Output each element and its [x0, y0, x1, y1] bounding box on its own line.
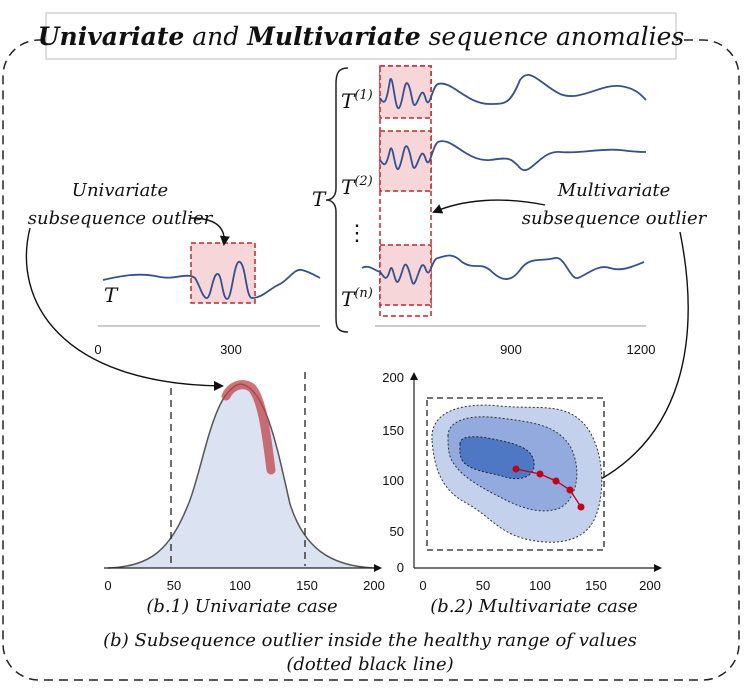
- contour-y-tick-0: 0: [397, 560, 404, 575]
- caption-multivariate-case: (b.2) Multivariate case: [430, 596, 638, 617]
- caption-main-line2: (dotted black line): [286, 654, 453, 675]
- hist-tick-0: 0: [104, 578, 111, 593]
- multivariate-series-panel: T T(1) T(2) T(n) ⋮ 900 1200: [312, 65, 656, 357]
- series-ellipsis: ⋮: [346, 220, 368, 245]
- arrow-to-contour-point: [572, 231, 689, 494]
- anomaly-point: [552, 477, 560, 485]
- univariate-annotation-line2: subsequence outlier: [28, 208, 214, 229]
- anomaly-box-series-2: [379, 130, 432, 192]
- multivariate-annotation-line2: subsequence outlier: [522, 208, 708, 229]
- series-1-label: T(1): [341, 88, 373, 113]
- series-n-label: T(n): [341, 286, 373, 311]
- anomaly-point: [536, 470, 544, 478]
- contour-y-tick-200: 200: [382, 370, 404, 385]
- series-n-line: [361, 254, 645, 285]
- top-axis-tick-900: 900: [500, 342, 522, 357]
- series-1-line: [379, 73, 647, 109]
- series-2-line: [379, 140, 647, 172]
- caption-univariate-case: (b.1) Univariate case: [146, 596, 337, 617]
- univariate-series-label: T: [104, 283, 119, 307]
- anomaly-point: [512, 465, 520, 473]
- anomaly-point: [566, 486, 574, 494]
- anomaly-point: [577, 503, 585, 511]
- multivariate-brace: [325, 67, 349, 333]
- univariate-anomaly-box: [190, 242, 256, 304]
- multivariate-contour-plot: 200 150 100 50 0 0 50 100 150 200: [382, 370, 662, 593]
- multivariate-annotation-line1: Multivariate: [557, 180, 671, 201]
- contour-x-tick-200: 200: [639, 578, 661, 593]
- arrow-to-multivariate-window: [432, 199, 546, 214]
- arrow-to-histogram-peak: [25, 227, 224, 391]
- top-axis-tick-300: 300: [220, 342, 242, 357]
- contour-y-tick-50: 50: [390, 524, 404, 539]
- caption-main-line1: (b) Subsequence outlier inside the healt…: [103, 630, 637, 651]
- contour-y-tick-100: 100: [382, 473, 404, 488]
- hist-tick-200: 200: [363, 578, 385, 593]
- hist-tick-50: 50: [167, 578, 181, 593]
- contour-x-tick-50: 50: [476, 578, 490, 593]
- univariate-series-panel: T 0 300: [94, 242, 321, 357]
- hist-tick-150: 150: [296, 578, 318, 593]
- healthy-range-box: [426, 397, 605, 551]
- density-fill: [108, 384, 374, 568]
- hist-tick-100: 100: [229, 578, 251, 593]
- contour-x-tick-100: 100: [529, 578, 551, 593]
- univariate-density-plot: 0 50 100 150 200: [104, 372, 385, 593]
- contour-x-tick-150: 150: [585, 578, 607, 593]
- univariate-annotation-line1: Univariate: [72, 180, 168, 201]
- density-highlight: [221, 380, 276, 475]
- top-axis-tick-0: 0: [94, 342, 101, 357]
- contour-x-tick-0: 0: [419, 578, 426, 593]
- univariate-series-line: [102, 261, 321, 300]
- contour-y-tick-150: 150: [382, 423, 404, 438]
- multivariate-group-label: T: [312, 187, 327, 211]
- series-2-label: T(2): [341, 174, 373, 199]
- top-axis-tick-1200: 1200: [627, 342, 656, 357]
- title-box: [45, 12, 677, 60]
- arrow-to-univariate-window: [189, 217, 230, 246]
- page-title: Univariate and Multivariate sequence ano…: [38, 22, 684, 51]
